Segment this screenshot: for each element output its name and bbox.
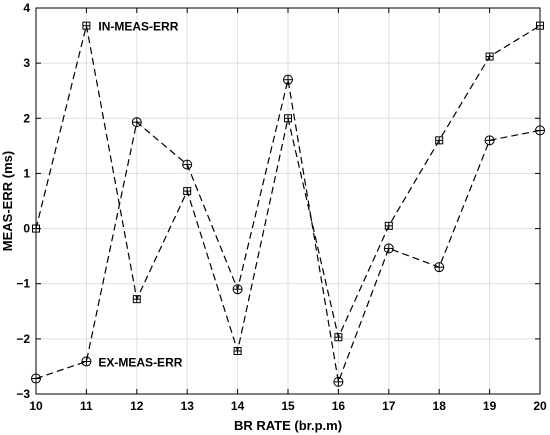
x-tick-label: 12 — [130, 399, 144, 413]
annotations: IN-MEAS-ERR EX-MEAS-ERR — [98, 20, 182, 370]
x-tick-label: 20 — [533, 399, 547, 413]
x-tick-label: 13 — [181, 399, 195, 413]
data-point — [434, 262, 445, 273]
x-tick-label: 18 — [433, 399, 447, 413]
x-tick-label: 15 — [281, 399, 295, 413]
x-axis-title: BR RATE (br.p.m) — [234, 418, 342, 433]
series-in-meas-err — [32, 21, 544, 355]
x-tick-label: 11 — [80, 399, 93, 413]
data-point — [334, 333, 343, 342]
x-tick-label: 19 — [483, 399, 497, 413]
y-tick-label: 4 — [23, 1, 30, 15]
data-point — [233, 346, 242, 355]
y-tick-label: 1 — [23, 166, 30, 180]
data-point — [435, 136, 444, 145]
data-point — [183, 187, 192, 196]
y-tick-label: −2 — [16, 332, 30, 346]
data-point — [132, 295, 141, 304]
data-point — [383, 243, 394, 254]
series-group — [31, 21, 545, 387]
data-point — [283, 74, 293, 85]
x-tick-label: 10 — [29, 399, 43, 413]
y-tick-label: −1 — [16, 277, 30, 291]
data-point — [81, 356, 92, 367]
y-tick-label: 0 — [23, 222, 30, 236]
data-point — [284, 114, 292, 123]
y-tick-label: −3 — [16, 387, 30, 401]
data-point — [485, 52, 494, 61]
x-tick-label: 14 — [231, 399, 245, 413]
y-tick-label: 2 — [23, 111, 30, 125]
y-axis-title: MEAS-ERR (ms) — [0, 151, 15, 251]
y-tick-label: 3 — [23, 56, 30, 70]
annotation-in-meas-err: IN-MEAS-ERR — [98, 20, 178, 34]
data-point — [484, 135, 495, 146]
data-point — [131, 117, 142, 128]
data-point — [182, 159, 193, 170]
x-tick-label: 17 — [382, 399, 396, 413]
annotation-ex-meas-err: EX-MEAS-ERR — [98, 355, 182, 369]
x-tick-label: 16 — [332, 399, 346, 413]
data-point — [232, 284, 243, 295]
data-point — [333, 376, 344, 387]
data-point — [82, 21, 91, 30]
data-point — [384, 221, 393, 230]
